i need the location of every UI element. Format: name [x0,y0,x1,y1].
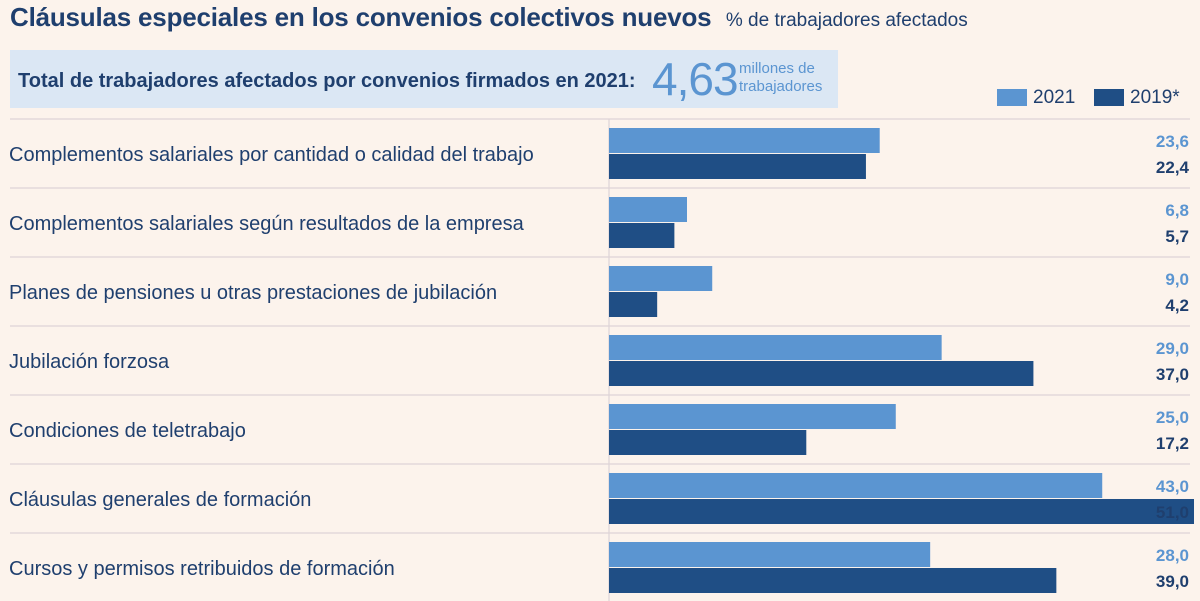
bar-2019 [609,568,1057,593]
bar-2021 [609,473,1103,498]
legend-label-2021: 2021 [1033,87,1076,108]
bar-2021 [609,266,713,291]
total-unit-line2: trabajadores [739,78,823,95]
bar-2019 [609,430,807,455]
value-label-2019: 37,0 [1156,365,1189,384]
value-label-2021: 25,0 [1156,408,1189,427]
bar-2019 [609,361,1034,386]
legend-swatch-2021 [997,89,1027,106]
value-label-2021: 29,0 [1156,339,1189,358]
value-label-2021: 23,6 [1156,132,1189,151]
category-label: Condiciones de teletrabajo [9,420,246,442]
bar-2019 [609,154,866,179]
bar-2021 [609,335,942,360]
legend: 2021 2019* [0,87,1200,109]
value-label-2019: 39,0 [1156,572,1189,591]
bar-2019 [609,292,658,317]
bar-2021 [609,197,687,222]
bar-2021 [609,542,931,567]
total-unit-line1: millones de [739,60,815,77]
value-label-2021: 43,0 [1156,477,1189,496]
value-label-2021: 6,8 [1165,201,1189,220]
category-label: Complementos salariales por cantidad o c… [9,144,534,166]
total-workers-unit: millones de trabajadores [739,60,849,96]
category-label: Jubilación forzosa [9,351,170,373]
value-label-2019: 51,0 [1156,503,1189,522]
category-label: Complementos salariales según resultados… [9,213,525,235]
total-workers-box: Total de trabajadores afectados por conv… [10,50,838,108]
category-label: Cláusulas generales de formación [9,489,311,511]
value-label-2021: 9,0 [1165,270,1189,289]
value-label-2019: 17,2 [1156,434,1189,453]
bar-2021 [609,404,896,429]
category-label: Planes de pensiones u otras prestaciones… [9,282,497,304]
total-workers-number: 4,63 [652,53,739,105]
total-workers-label: Total de trabajadores afectados por conv… [18,70,636,92]
legend-label-2019: 2019* [1130,87,1180,108]
chart-title: Cláusulas especiales en los convenios co… [10,2,712,32]
value-label-2019: 5,7 [1165,227,1189,246]
bar-2021 [609,128,880,153]
value-label-2019: 22,4 [1156,158,1190,177]
value-label-2019: 4,2 [1165,296,1189,315]
legend-swatch-2019 [1094,89,1124,106]
bar-2019 [609,223,675,248]
title-row: Cláusulas especiales en los convenios co… [10,2,968,33]
chart-subtitle: % de trabajadores afectados [725,10,968,31]
category-label: Cursos y permisos retribuidos de formaci… [9,558,395,580]
bar-2019 [609,499,1194,524]
value-label-2021: 28,0 [1156,546,1189,565]
